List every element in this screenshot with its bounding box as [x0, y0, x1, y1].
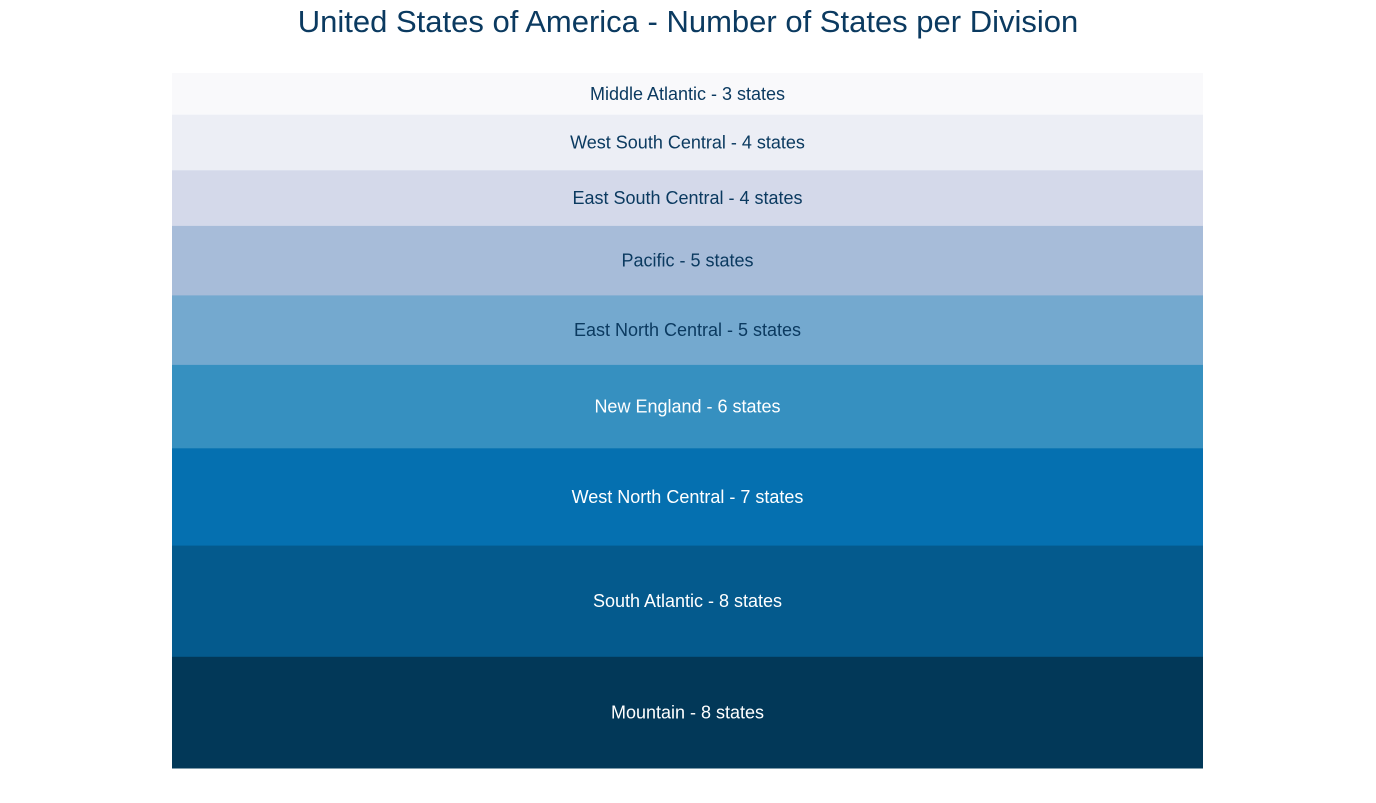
segment-label-middle-atlantic: Middle Atlantic - 3 states — [590, 84, 785, 104]
segment-south-atlantic — [172, 545, 1203, 658]
segment-middle-atlantic — [172, 73, 1203, 116]
segment-pacific — [172, 225, 1203, 296]
segment-new-england — [172, 364, 1203, 449]
segment-west-south-central — [172, 114, 1203, 171]
segment-label-east-south-central: East South Central - 4 states — [572, 188, 802, 208]
segment-label-mountain: Mountain - 8 states — [611, 702, 764, 722]
segment-label-new-england: New England - 6 states — [594, 397, 780, 417]
segment-east-south-central — [172, 170, 1203, 227]
labels-group: Middle Atlantic - 3 states West South Cen… — [570, 84, 805, 723]
segment-label-south-atlantic: South Atlantic - 8 states — [593, 591, 782, 611]
segment-east-north-central — [172, 295, 1203, 366]
segment-mountain — [172, 656, 1203, 769]
chart-title: United States of America - Number of Sta… — [297, 4, 1079, 39]
segment-label-west-north-central: West North Central - 7 states — [572, 487, 804, 507]
segment-west-north-central — [172, 448, 1203, 547]
segments-group — [172, 73, 1203, 769]
segment-label-pacific: Pacific - 5 states — [621, 251, 753, 271]
segment-label-west-south-central: West South Central - 4 states — [570, 133, 805, 153]
segment-label-east-north-central: East North Central - 5 states — [574, 320, 801, 340]
